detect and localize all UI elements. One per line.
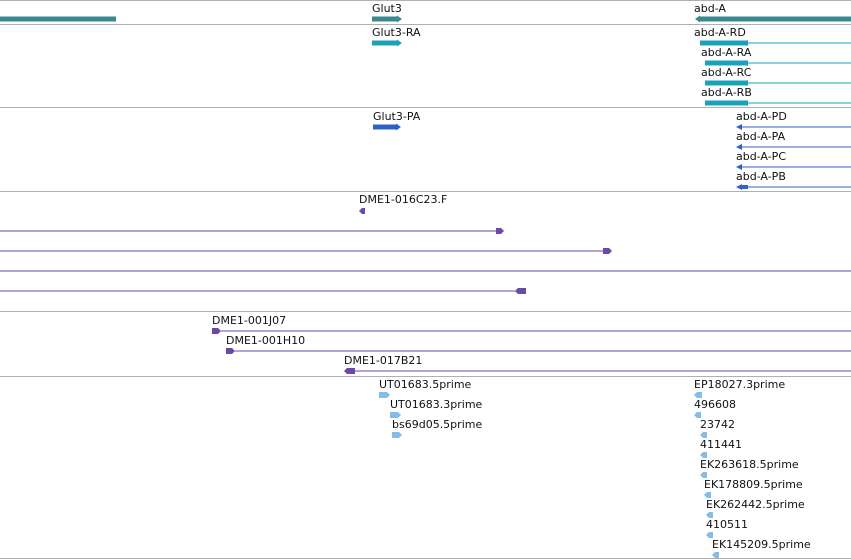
gene-glyph[interactable] bbox=[0, 16, 116, 22]
clone-end-glyph[interactable] bbox=[226, 348, 235, 354]
strand-arrow bbox=[743, 80, 748, 86]
est-label[interactable]: UT01683.5prime bbox=[379, 378, 472, 391]
clone-label[interactable]: DME1-017B21 bbox=[344, 354, 423, 367]
protein-glyph[interactable] bbox=[373, 123, 401, 131]
est-glyph[interactable] bbox=[706, 512, 713, 518]
clone-end-glyph[interactable] bbox=[603, 248, 612, 254]
protein-label[interactable]: abd-A-PD bbox=[736, 110, 787, 123]
est-glyph[interactable] bbox=[704, 492, 711, 498]
est-label[interactable]: bs69d05.5prime bbox=[392, 418, 483, 431]
strand-arrow bbox=[743, 40, 748, 46]
clone-label[interactable]: DME1-016C23.F bbox=[359, 193, 448, 206]
transcript-label[interactable]: abd-A-RC bbox=[701, 66, 752, 79]
clone-label[interactable]: DME1-001H10 bbox=[226, 334, 306, 347]
est-glyph[interactable] bbox=[392, 432, 402, 438]
est-label[interactable]: EK178809.5prime bbox=[704, 478, 803, 491]
transcript-glyph[interactable] bbox=[372, 39, 402, 47]
clone-label[interactable]: DME1-001J07 bbox=[212, 314, 287, 327]
est-glyph[interactable] bbox=[706, 532, 713, 538]
transcript-glyph[interactable] bbox=[705, 60, 748, 66]
clone-end-glyph[interactable] bbox=[496, 228, 504, 234]
est-label[interactable]: EP18027.3prime bbox=[694, 378, 786, 391]
gene-glyph[interactable] bbox=[695, 15, 851, 23]
est-label[interactable]: 496608 bbox=[694, 398, 736, 411]
est-label[interactable]: 23742 bbox=[700, 418, 735, 431]
protein-label[interactable]: abd-A-PC bbox=[736, 150, 786, 163]
protein-label[interactable]: abd-A-PB bbox=[736, 170, 786, 183]
protein-glyph[interactable] bbox=[736, 184, 742, 190]
protein-glyph[interactable] bbox=[736, 144, 742, 150]
est-label[interactable]: EK262442.5prime bbox=[706, 498, 805, 511]
protein-label[interactable]: abd-A-PA bbox=[736, 130, 786, 143]
transcript-label[interactable]: Glut3-RA bbox=[372, 26, 421, 39]
clone-end-glyph[interactable] bbox=[359, 208, 365, 214]
est-glyph[interactable] bbox=[694, 392, 702, 398]
gene-label-glut3[interactable]: Glut3 bbox=[372, 2, 402, 15]
transcript-label[interactable]: abd-A-RA bbox=[701, 46, 752, 59]
est-label[interactable]: EK263618.5prime bbox=[700, 458, 799, 471]
est-label[interactable]: UT01683.3prime bbox=[390, 398, 483, 411]
est-glyph[interactable] bbox=[712, 552, 719, 558]
protein-label[interactable]: Glut3-PA bbox=[373, 110, 421, 123]
protein-glyph[interactable] bbox=[736, 164, 742, 170]
est-label[interactable]: 411441 bbox=[700, 438, 742, 451]
est-glyph[interactable] bbox=[390, 412, 401, 418]
protein-glyph[interactable] bbox=[736, 124, 742, 130]
gene-label-abd-a[interactable]: abd-A bbox=[694, 2, 726, 15]
transcript-glyph[interactable] bbox=[705, 100, 748, 106]
transcript-glyph[interactable] bbox=[700, 40, 748, 46]
est-label[interactable]: EK145209.5prime bbox=[712, 538, 811, 551]
est-glyph[interactable] bbox=[379, 392, 390, 398]
clone-end-glyph[interactable] bbox=[212, 328, 221, 334]
clone-end-glyph[interactable] bbox=[515, 288, 526, 294]
est-glyph[interactable] bbox=[700, 452, 707, 458]
transcript-label[interactable]: abd-A-RB bbox=[701, 86, 752, 99]
strand-arrow bbox=[743, 60, 748, 66]
clone-end-glyph[interactable] bbox=[344, 368, 355, 374]
transcript-glyph[interactable] bbox=[705, 80, 748, 86]
est-label[interactable]: 410511 bbox=[706, 518, 748, 531]
transcript-label[interactable]: abd-A-RD bbox=[694, 26, 746, 39]
est-glyph[interactable] bbox=[700, 472, 707, 478]
strand-arrow bbox=[743, 100, 748, 106]
est-glyph[interactable] bbox=[694, 412, 701, 418]
gene-glyph[interactable] bbox=[372, 15, 402, 23]
est-glyph[interactable] bbox=[700, 432, 707, 438]
